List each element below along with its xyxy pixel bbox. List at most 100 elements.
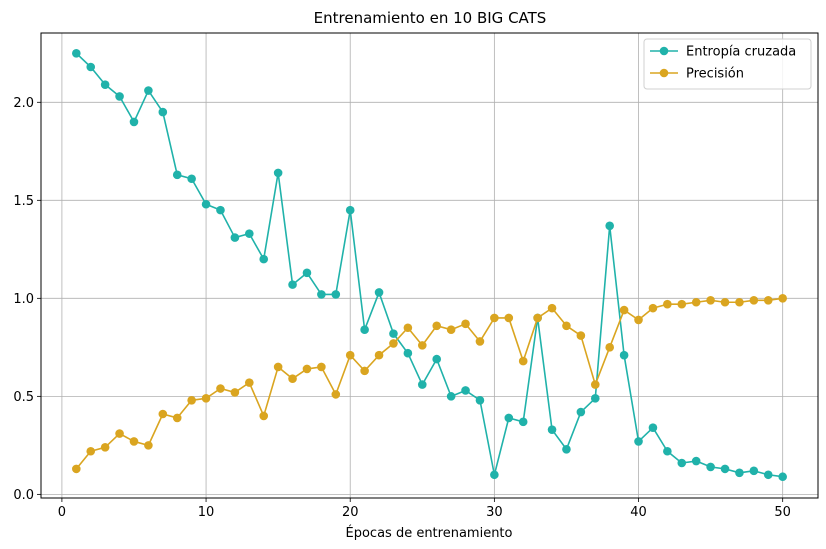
data-point bbox=[677, 458, 687, 468]
legend-marker bbox=[659, 46, 669, 56]
y-tick-label: 0.0 bbox=[13, 488, 34, 503]
y-tick-label: 1.5 bbox=[13, 194, 34, 209]
data-point bbox=[475, 337, 485, 346]
data-point bbox=[389, 329, 398, 338]
data-point bbox=[490, 313, 499, 323]
data-point bbox=[619, 305, 629, 315]
data-point bbox=[201, 199, 211, 209]
data-point bbox=[317, 362, 326, 372]
data-point bbox=[288, 280, 297, 289]
data-point bbox=[230, 388, 240, 397]
ticks: 0 10 20 30 40 50 0.0 0.5 1.0 1.5 2.0 bbox=[13, 96, 791, 520]
data-point bbox=[345, 205, 355, 215]
x-tick-label: 50 bbox=[774, 505, 791, 520]
data-point bbox=[389, 339, 398, 348]
data-point bbox=[317, 290, 326, 299]
data-point bbox=[187, 395, 196, 405]
data-point bbox=[216, 205, 225, 215]
x-tick-label: 0 bbox=[58, 505, 66, 520]
legend: Entropía cruzada Precisión bbox=[643, 38, 812, 90]
data-point bbox=[201, 394, 211, 403]
legend-item: Precisión bbox=[650, 67, 744, 82]
legend-marker bbox=[659, 68, 669, 78]
data-point bbox=[605, 343, 614, 352]
data-point bbox=[115, 429, 124, 438]
data-point bbox=[677, 299, 687, 309]
data-point bbox=[331, 390, 341, 399]
data-point bbox=[749, 295, 759, 305]
chart-title: Entrenamiento en 10 BIG CATS bbox=[314, 9, 547, 27]
data-point bbox=[100, 443, 110, 452]
data-point bbox=[619, 350, 629, 360]
data-point bbox=[129, 117, 139, 127]
series-line bbox=[75, 297, 783, 470]
data-point bbox=[187, 174, 196, 184]
x-tick-label: 40 bbox=[630, 505, 647, 520]
data-point bbox=[663, 446, 672, 456]
data-point bbox=[129, 437, 139, 446]
data-point bbox=[245, 229, 254, 238]
data-point bbox=[331, 290, 341, 299]
data-point bbox=[259, 254, 269, 264]
data-point bbox=[144, 86, 153, 95]
data-point bbox=[288, 374, 297, 384]
data-point bbox=[273, 168, 283, 178]
data-point bbox=[273, 362, 283, 372]
data-point bbox=[518, 417, 528, 427]
series-1 bbox=[72, 48, 787, 482]
data-point bbox=[547, 425, 557, 434]
legend-box bbox=[643, 38, 812, 90]
y-tick-label: 1.0 bbox=[13, 292, 34, 307]
data-point bbox=[749, 466, 759, 476]
data-point bbox=[72, 464, 81, 474]
data-point bbox=[216, 384, 225, 393]
data-point bbox=[417, 341, 427, 350]
data-point bbox=[172, 413, 182, 423]
data-point bbox=[576, 407, 586, 417]
data-point bbox=[763, 470, 773, 480]
data-point bbox=[691, 297, 701, 307]
data-point bbox=[590, 394, 600, 403]
data-point bbox=[461, 319, 470, 329]
x-tick-label: 30 bbox=[486, 505, 503, 520]
data-point bbox=[432, 354, 442, 364]
data-point bbox=[360, 325, 369, 335]
data-point bbox=[245, 378, 254, 387]
data-point bbox=[417, 380, 427, 389]
x-tick-label: 20 bbox=[342, 505, 359, 520]
series-line bbox=[75, 52, 783, 478]
data-point bbox=[158, 107, 168, 117]
series-layer bbox=[72, 48, 787, 482]
data-point bbox=[576, 331, 586, 340]
data-point bbox=[259, 411, 269, 421]
data-point bbox=[706, 462, 715, 472]
data-point bbox=[590, 380, 600, 389]
data-point bbox=[763, 295, 773, 305]
data-point bbox=[504, 313, 514, 323]
data-point bbox=[302, 268, 312, 278]
data-point bbox=[562, 321, 571, 331]
data-point bbox=[446, 392, 456, 401]
data-point bbox=[735, 468, 744, 478]
data-point bbox=[86, 62, 96, 72]
data-point bbox=[446, 325, 456, 335]
data-point bbox=[144, 441, 153, 450]
data-point bbox=[475, 395, 485, 405]
data-point bbox=[706, 295, 715, 305]
data-point bbox=[533, 313, 542, 323]
data-point bbox=[374, 350, 384, 360]
data-point bbox=[518, 356, 528, 366]
data-point bbox=[302, 364, 312, 374]
data-point bbox=[634, 315, 643, 325]
data-point bbox=[691, 456, 701, 466]
data-point bbox=[778, 472, 787, 482]
y-tick-label: 0.5 bbox=[13, 390, 34, 405]
data-point bbox=[605, 221, 614, 231]
data-point bbox=[230, 233, 240, 242]
data-point bbox=[403, 323, 413, 333]
plot-frame bbox=[40, 32, 819, 499]
legend-item: Entropía cruzada bbox=[650, 45, 796, 60]
data-point bbox=[547, 303, 557, 313]
data-point bbox=[72, 48, 81, 58]
data-point bbox=[461, 386, 470, 395]
